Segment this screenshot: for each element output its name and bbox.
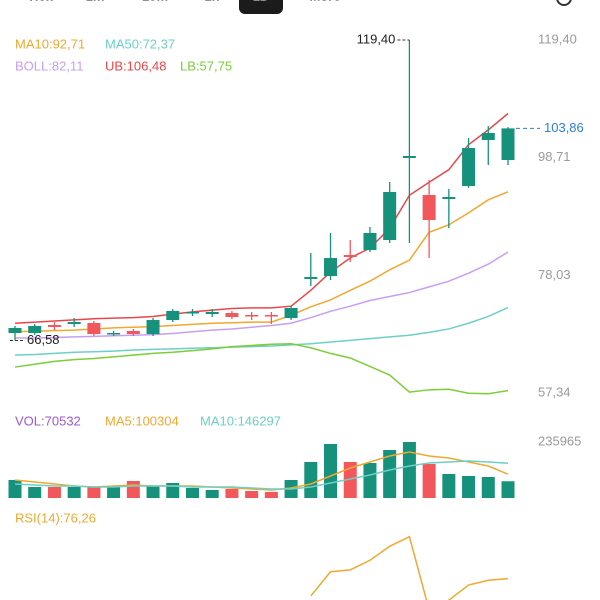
volume-bar (383, 449, 397, 498)
volume-bar (304, 462, 318, 498)
legend-entry: BOLL:82,11 (15, 58, 83, 73)
candle-body (383, 191, 397, 240)
legend-entry: MA10:146297 (200, 413, 281, 428)
legend-entry: LB:57,75 (180, 58, 232, 73)
tab[interactable]: 15m (142, 0, 168, 3)
volume-bar (343, 462, 357, 498)
volume-bar (501, 481, 515, 498)
candle-body (185, 312, 199, 314)
y-tick-label: 235965 (538, 433, 581, 448)
legend-entry: RSI(14):76,26 (15, 510, 96, 525)
tab[interactable]: 1h (204, 0, 219, 3)
candle-body (225, 313, 239, 318)
volume-bar (264, 492, 278, 498)
volume-bar (481, 476, 495, 498)
volume-bar (462, 476, 476, 498)
min-marker-label: 66,58 (27, 332, 60, 347)
candle-body (481, 133, 495, 141)
volume-bar (402, 442, 416, 498)
volume-bar (324, 443, 338, 498)
candle-body (402, 155, 416, 159)
gear[interactable] (556, 0, 572, 6)
legend-entry: MA50:72,37 (105, 36, 175, 51)
indicator-line (14, 112, 509, 325)
candle-body (363, 232, 377, 251)
y-tick-label: 119,40 (538, 31, 577, 46)
candle-body (422, 195, 436, 221)
last-price-label: 103,86 (544, 120, 584, 135)
volume-bar (205, 489, 219, 498)
volume-bar (185, 488, 199, 498)
tab[interactable]: Tick (27, 0, 54, 3)
tab-selected-bg[interactable] (239, 0, 283, 14)
volume-bar (245, 490, 259, 498)
volume-bar (87, 486, 101, 498)
candle-body (126, 331, 140, 335)
volume-bar (47, 486, 61, 498)
candle-body (284, 308, 298, 319)
indicator-line (15, 251, 509, 339)
indicator-line (14, 460, 509, 490)
volume-bar (126, 480, 140, 498)
legend-entry: MA10:92,71 (15, 36, 85, 51)
candle-body (343, 255, 357, 258)
candle-body (67, 322, 81, 325)
indicator-line (14, 306, 509, 356)
candle-body (264, 315, 278, 317)
indicator-line (14, 342, 509, 395)
volume-bar (363, 462, 377, 498)
candle-body (245, 315, 259, 317)
y-tick-label: 78,03 (538, 267, 571, 282)
volume-bar (107, 486, 121, 498)
candle-body (146, 320, 160, 335)
volume-bar (422, 463, 436, 498)
candle-body (501, 128, 515, 161)
legend-entry: UB:106,48 (105, 58, 166, 73)
volume-bar (28, 486, 42, 498)
candle-body (324, 258, 338, 276)
candle-body (304, 277, 318, 280)
volume-bar (146, 486, 160, 498)
legend-entry: VOL:70532 (15, 413, 81, 428)
candle-body (28, 325, 42, 333)
tab[interactable]: 1m (86, 0, 105, 3)
volume-bar (67, 486, 81, 498)
settings-icon[interactable] (556, 0, 572, 6)
candle-body (166, 310, 180, 321)
volume-bar (225, 489, 239, 498)
candle-body (462, 148, 476, 187)
indicator-line (310, 535, 509, 600)
legend-entry: MA5:100304 (105, 413, 179, 428)
candle-body (107, 332, 121, 335)
volume-bar (8, 479, 22, 498)
candle-body (442, 196, 456, 199)
candle-body (87, 322, 101, 335)
tab[interactable]: More (309, 0, 340, 3)
volume-bar (442, 473, 456, 498)
candle-body (47, 325, 61, 328)
candle-body (8, 327, 22, 333)
candle-body (205, 312, 219, 314)
max-marker-label: 119,40 (357, 31, 396, 46)
y-tick-label: 57,34 (538, 384, 571, 399)
y-tick-label: 98,71 (538, 149, 571, 164)
volume-bar (166, 482, 180, 498)
tab[interactable]: 1D (253, 0, 270, 3)
